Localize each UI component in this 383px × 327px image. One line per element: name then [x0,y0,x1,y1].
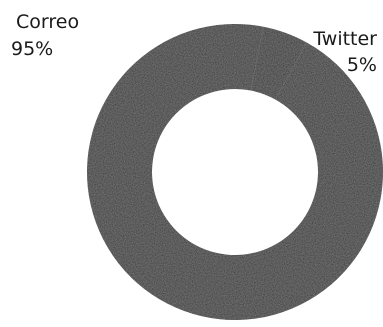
slice-twitter [250,26,307,100]
slice-label-twitter: Twitter [312,28,377,50]
slice-value-correo: 95% [11,38,53,60]
slice-label-correo: Correo [16,11,79,33]
donut-slices [87,24,383,320]
slice-correo [87,24,383,320]
slice-value-twitter: 5% [347,54,377,76]
